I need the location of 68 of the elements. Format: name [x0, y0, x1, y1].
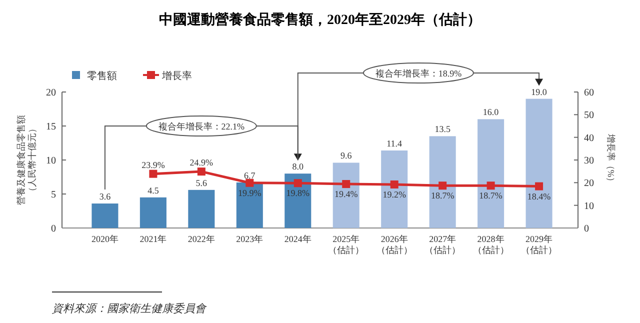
data-label: 13.5 — [434, 124, 451, 134]
x-tick-label: 2025年（估計） — [328, 234, 364, 255]
data-label: 18.7% — [430, 190, 455, 201]
y-tick-label: 0 — [51, 224, 56, 234]
x-tick-label: 2020年 — [91, 234, 118, 244]
y2-tick-label: 40 — [584, 132, 594, 144]
y2-axis-title: 增長率（%） — [606, 132, 616, 186]
point — [390, 180, 398, 188]
bar — [332, 162, 360, 228]
data-label: 4.5 — [148, 185, 160, 196]
y-tick-label: 20 — [46, 88, 56, 98]
point — [438, 182, 447, 190]
bar — [429, 136, 456, 228]
data-label: 18.4% — [527, 191, 552, 202]
y-tick-label: 5 — [51, 190, 56, 200]
data-label: 23.9% — [142, 160, 166, 170]
data-label: 8.0 — [292, 162, 304, 172]
y2-tick-label: 10 — [584, 200, 594, 212]
bar — [236, 182, 263, 228]
y-tick-label: 10 — [46, 156, 56, 166]
data-label: 19.8% — [286, 188, 310, 198]
point — [342, 180, 350, 188]
data-label: 6.7 — [244, 170, 256, 180]
x-tick-label: 2029年（估計） — [521, 234, 558, 255]
data-label: 19.0 — [531, 86, 548, 97]
text: 複合年增長率：18.9% — [375, 68, 462, 78]
data-label: 19.2% — [382, 189, 406, 200]
x-tick-label: 2026年（估計） — [376, 234, 412, 255]
bar — [284, 174, 312, 228]
data-label: 9.6 — [340, 150, 352, 161]
x-tick-label: 2027年（估計） — [424, 234, 461, 255]
x-tick-label: 2021年 — [140, 234, 167, 244]
bar — [478, 119, 504, 228]
data-label: 16.0 — [482, 107, 500, 118]
data-label: 18.7% — [479, 190, 503, 201]
point — [246, 178, 254, 187]
point — [486, 182, 495, 190]
data-label: 3.6 — [99, 192, 112, 202]
x-tick-label: 2023年 — [236, 234, 264, 244]
legend-label: 增長率 — [161, 70, 192, 82]
y2-tick-label: 30 — [584, 156, 594, 166]
annotation: 複合年增長率：22.1% — [158, 122, 246, 132]
point — [197, 168, 206, 176]
data-label: 5.6 — [196, 178, 208, 188]
data-label: 11.4 — [386, 138, 403, 148]
point — [149, 170, 158, 178]
data-label: 19.9% — [238, 188, 262, 198]
y2-tick-label: 0 — [584, 224, 589, 234]
point — [294, 179, 302, 188]
x-tick-label: 2022年 — [188, 234, 215, 244]
y-tick-label: 15 — [46, 122, 56, 132]
chart-title: 中國運動營養食品零售額，2020年至2029年（估計） — [159, 11, 481, 28]
bar — [526, 98, 552, 228]
x-tick-label: 2024年 — [284, 234, 312, 244]
point — [535, 182, 544, 190]
y2-tick-label: 50 — [584, 110, 594, 122]
y2-tick-label: 20 — [584, 178, 594, 190]
bar — [140, 197, 166, 228]
y2-tick-label: 60 — [584, 88, 594, 98]
source-note: 資料來源：國家衛生健康委員會 — [52, 302, 207, 315]
bar — [188, 190, 215, 228]
bar — [381, 150, 408, 228]
legend-label: 零售額 — [87, 70, 117, 82]
data-label: 24.9% — [190, 158, 214, 168]
x-tick-label: 2028年（估計） — [472, 234, 509, 255]
y-axis-title: 營養及健康食品零售額（人民幣十億元） — [16, 115, 37, 205]
data-label: 19.4% — [334, 189, 358, 200]
bar — [92, 204, 118, 228]
